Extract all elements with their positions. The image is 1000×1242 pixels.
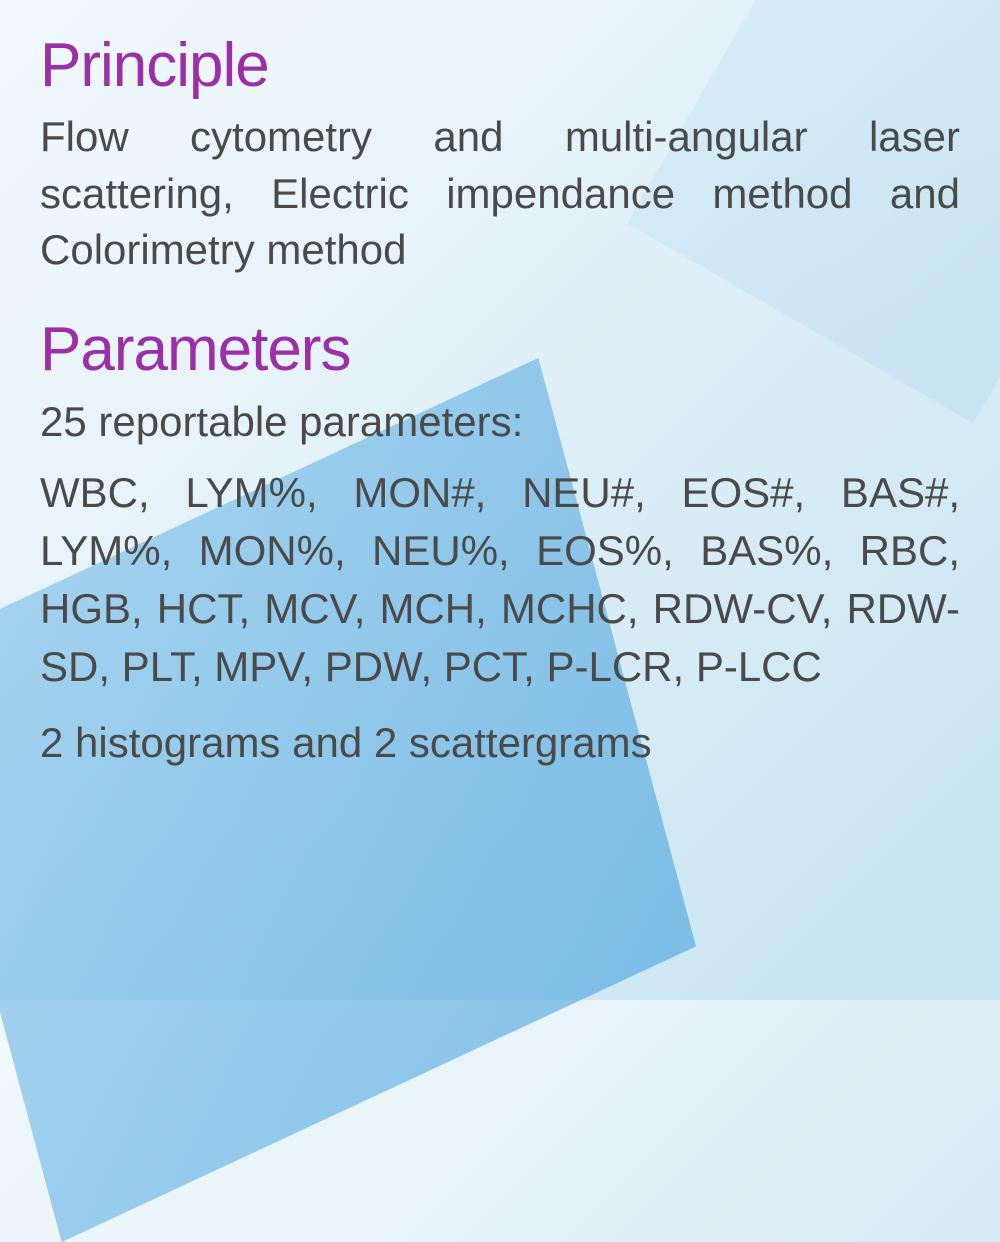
principle-section: Principle Flow cytometry and multi-angul…: [40, 30, 960, 279]
parameters-intro: 25 reportable parameters:: [40, 393, 960, 452]
parameters-heading: Parameters: [40, 314, 960, 385]
parameters-list: WBC, LYM%, MON#, NEU#, EOS#, BAS#, LYM%,…: [40, 464, 960, 696]
parameters-footer: 2 histograms and 2 scattergrams: [40, 714, 960, 773]
parameters-section: Parameters 25 reportable parameters: WBC…: [40, 314, 960, 772]
principle-heading: Principle: [40, 30, 960, 101]
content-container: Principle Flow cytometry and multi-angul…: [40, 30, 960, 772]
principle-body: Flow cytometry and multi-angular laser s…: [40, 109, 960, 279]
